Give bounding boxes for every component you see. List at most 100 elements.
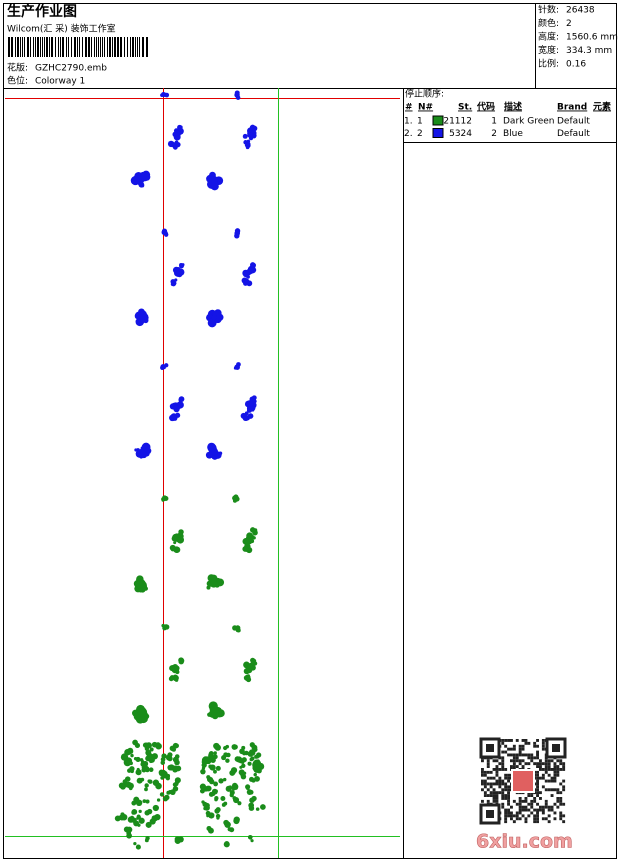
stitch-motif (178, 659, 184, 665)
stitch-motif (215, 813, 221, 819)
qr-cell (562, 768, 566, 771)
qr-cell (559, 799, 563, 803)
stitch-motif (224, 841, 230, 846)
qr-cell (521, 814, 525, 818)
qr-cell (521, 759, 525, 763)
qr-cell (501, 794, 505, 797)
qr-cell (515, 753, 519, 757)
qr-cell (521, 753, 525, 757)
stitch-motif (135, 799, 143, 807)
qr-cell (507, 779, 510, 783)
stitch-motif (144, 787, 148, 792)
barcode (8, 37, 148, 57)
qr-cell (518, 799, 522, 803)
qr-cell (489, 785, 493, 789)
stitch-motif (247, 664, 254, 670)
qr-cell (486, 782, 490, 786)
qr-cell (562, 779, 566, 783)
stitch-motif (255, 807, 260, 811)
qr-cell (541, 817, 545, 821)
qr-cell (536, 765, 539, 768)
qr-cell (541, 744, 545, 748)
stitch-motif (231, 785, 237, 791)
stitch-motif (205, 451, 213, 459)
stitch-motif (126, 832, 132, 839)
label: 花版: (7, 62, 28, 74)
qr-cell (521, 805, 525, 809)
stitch-motif (129, 766, 135, 772)
qr-cell (481, 782, 484, 786)
qr-cell (550, 776, 554, 780)
qr-cell (489, 791, 493, 795)
qr-cell (507, 811, 510, 815)
qr-cell (501, 739, 505, 742)
stitch-motif (240, 773, 247, 780)
qr-cell (495, 768, 499, 771)
qr-cell (495, 782, 499, 786)
qr-cell (527, 808, 531, 812)
stitch-motif (245, 784, 251, 790)
stitch-motif (234, 233, 240, 239)
qr-cell (556, 773, 560, 777)
qr-cell (510, 747, 513, 751)
stitch-motif (179, 264, 183, 268)
qr-cell (544, 805, 548, 809)
stitch-motif (260, 804, 266, 810)
qr-cell (530, 799, 534, 803)
info-label: 宽度: (538, 44, 559, 56)
stitch-motif (142, 799, 147, 804)
info-value: 334.3 mm (566, 46, 612, 56)
stop-table: # N# St. 代码 描述 Brand 元素 1. 1 21112 1 Dark Green Defa… (404, 101, 611, 140)
qr-cell (536, 753, 539, 757)
qr-cell (544, 817, 548, 821)
stitch-motif (251, 744, 258, 751)
stitch-motif (174, 546, 181, 553)
qr-cell (510, 814, 513, 818)
title: 生产作业图 (7, 3, 77, 20)
qr-cell (501, 765, 505, 768)
qr-cell (539, 765, 542, 768)
qr-cell (530, 802, 534, 806)
bar (20, 37, 21, 57)
stitch-motif (243, 668, 250, 675)
bar (35, 37, 36, 57)
qr-cell (524, 739, 528, 742)
qr-cell (533, 762, 537, 766)
qr-cell (495, 765, 499, 768)
cell: Default (557, 129, 590, 139)
stitch-motif (244, 278, 250, 284)
stitch-motif (161, 497, 165, 501)
qr-cell (521, 747, 525, 751)
cell: Default (557, 117, 590, 127)
qr-cell (507, 788, 510, 792)
stitch-motif (225, 758, 230, 763)
bar (85, 37, 87, 57)
stitch-motif (221, 802, 226, 807)
qr-cell (489, 782, 493, 786)
qr-cell (518, 753, 522, 757)
stitch-motif (179, 532, 183, 536)
qr-cell (515, 814, 519, 818)
qr-cell (562, 802, 566, 806)
stitch-motif (132, 739, 138, 746)
qr-cell (504, 773, 508, 777)
qr-cell (527, 753, 531, 757)
stitch-motif (172, 533, 179, 541)
cell: 2 (417, 129, 423, 139)
qr-cell (504, 785, 508, 789)
table-title: 停止顺序: (405, 88, 444, 100)
qr-cell (507, 808, 510, 812)
bar (112, 37, 113, 57)
bar (139, 37, 140, 57)
stitch-motif (133, 842, 137, 846)
qr-cell (492, 768, 496, 771)
qr-cell (483, 794, 487, 797)
stitch-motif (250, 839, 254, 843)
stitch-motif (222, 777, 227, 782)
qr-cell (530, 794, 534, 797)
stitch-motif (250, 657, 256, 663)
stitch-motif (135, 844, 141, 850)
qr-cell (501, 768, 505, 771)
qr-cell (495, 759, 499, 763)
